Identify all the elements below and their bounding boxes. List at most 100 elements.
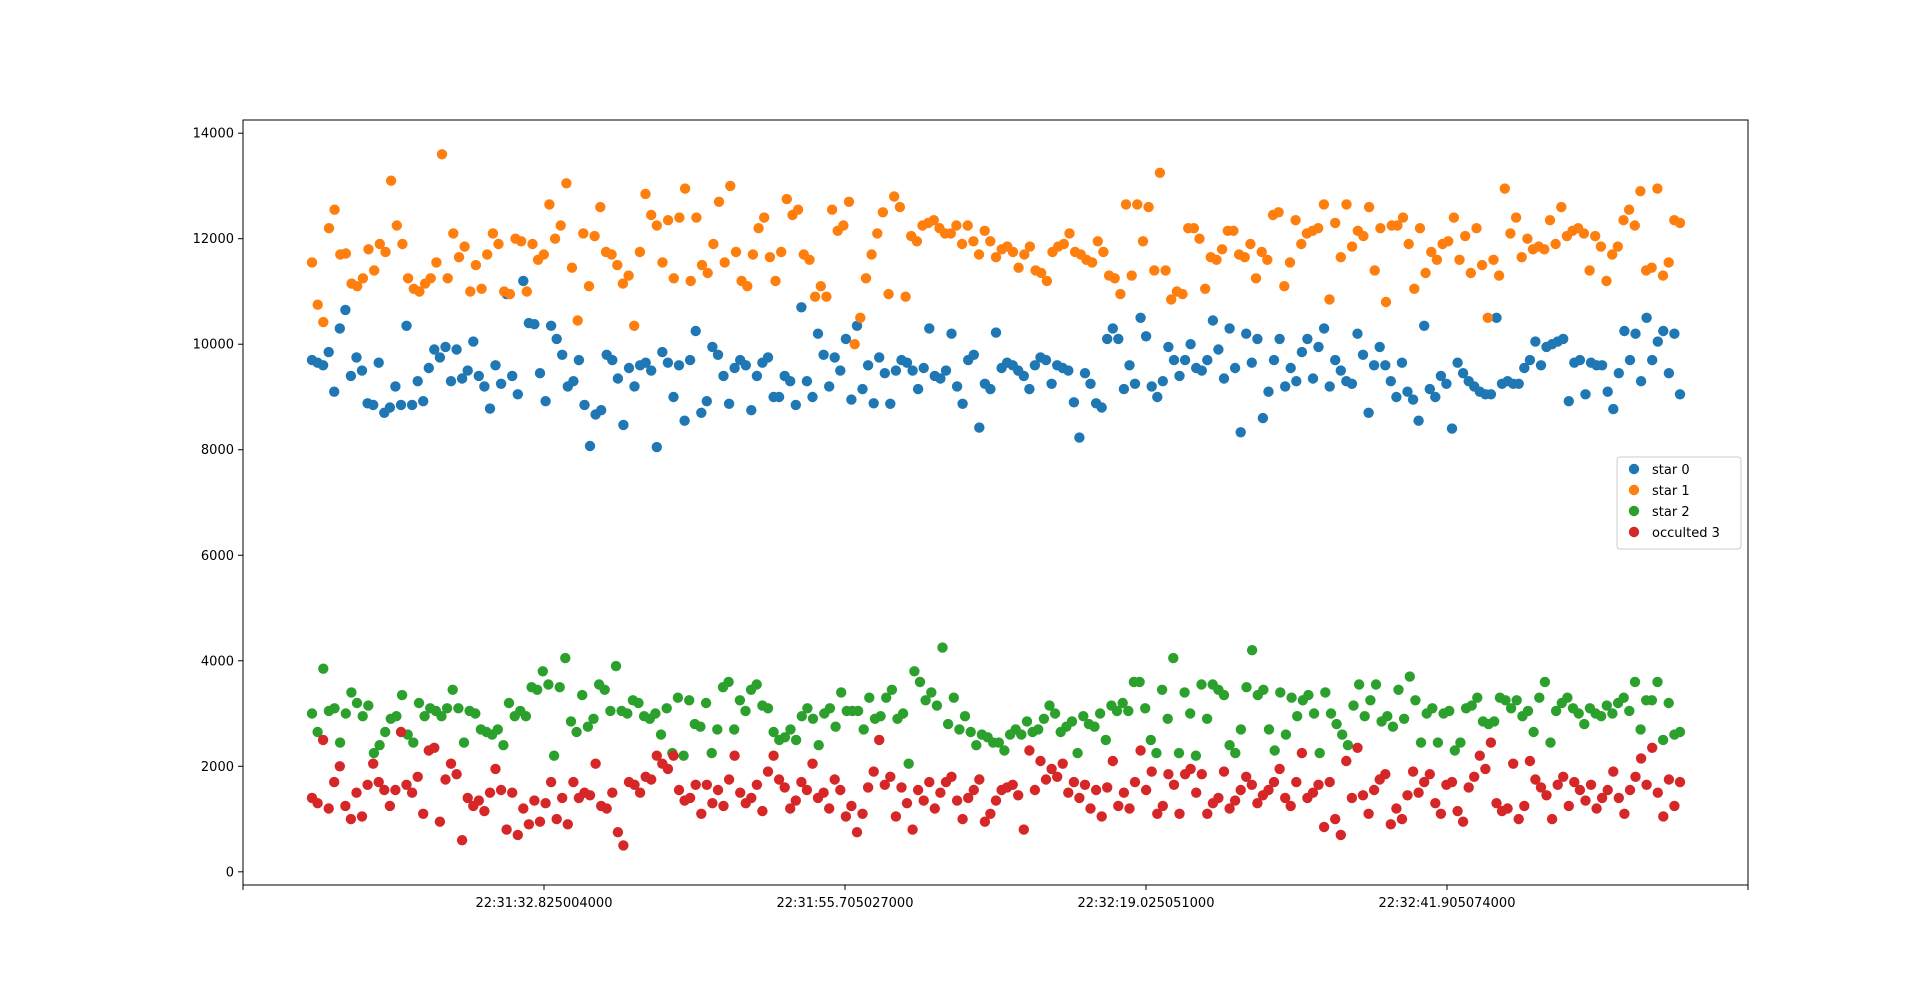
data-point [1185, 708, 1196, 719]
data-point [1657, 734, 1669, 746]
data-point [990, 795, 1002, 806]
data-point [1291, 776, 1302, 788]
data-point [802, 703, 813, 714]
data-point [610, 660, 622, 672]
data-point [896, 782, 907, 793]
data-point [1375, 223, 1386, 234]
data-point [1646, 695, 1658, 706]
data-point [818, 349, 829, 360]
data-point [1152, 391, 1163, 403]
data-point [926, 687, 937, 698]
data-point [408, 737, 419, 748]
data-point [956, 238, 968, 250]
data-point [1624, 784, 1636, 796]
data-point [1135, 312, 1146, 323]
data-point [781, 193, 792, 205]
data-point [829, 774, 840, 785]
data-point [1346, 241, 1358, 252]
data-point [1137, 236, 1149, 247]
data-point [946, 328, 957, 339]
data-point [673, 784, 685, 796]
data-point [363, 700, 374, 711]
data-point [1574, 354, 1586, 366]
data-point [459, 241, 470, 252]
data-point [1550, 238, 1561, 250]
data-point [1613, 792, 1625, 804]
data-point [503, 697, 515, 709]
data-point [582, 721, 594, 732]
data-point [1607, 708, 1618, 719]
data-point [412, 771, 423, 782]
data-point [352, 281, 363, 292]
data-point [1079, 779, 1091, 790]
data-point [812, 328, 824, 339]
data-point [458, 737, 470, 748]
data-point [1341, 755, 1352, 767]
data-point [578, 228, 589, 239]
data-point [612, 373, 624, 384]
data-point [924, 776, 935, 788]
data-point [674, 212, 685, 223]
data-point [1296, 238, 1307, 250]
data-point [551, 813, 562, 825]
data-point [537, 666, 548, 677]
data-point [436, 149, 448, 160]
data-point [911, 236, 923, 247]
data-point [1019, 249, 1030, 260]
data-point [429, 344, 440, 355]
data-point [1152, 808, 1163, 819]
data-point [1235, 724, 1247, 735]
data-point [1245, 238, 1256, 250]
data-point [484, 787, 496, 798]
data-point [317, 360, 329, 371]
data-point [397, 238, 408, 250]
data-point [562, 819, 573, 830]
data-point [965, 726, 976, 738]
data-point [1337, 729, 1348, 740]
plot-frame [242, 119, 1749, 886]
x-tick-label: 22:32:19.025051000 [1078, 896, 1215, 911]
data-point [1524, 354, 1536, 366]
data-point [1118, 787, 1130, 798]
data-point [1275, 687, 1286, 698]
data-point [538, 249, 549, 260]
data-point [1313, 779, 1324, 790]
data-point [662, 215, 674, 226]
data-point [696, 808, 707, 819]
data-point [456, 373, 468, 384]
data-point [1124, 360, 1135, 371]
data-point [1374, 341, 1385, 353]
data-point [668, 750, 679, 761]
data-point [323, 223, 335, 234]
data-point [345, 813, 357, 825]
data-point [391, 711, 402, 722]
data-point [901, 357, 913, 368]
data-point [1424, 769, 1436, 780]
data-point [963, 792, 974, 804]
data-point [557, 792, 568, 804]
data-point [807, 713, 819, 724]
data-point [374, 740, 385, 751]
data-point [633, 697, 644, 709]
data-point [1612, 241, 1624, 252]
data-point [1218, 373, 1230, 384]
data-point [1346, 792, 1358, 804]
data-point [1590, 230, 1601, 242]
data-point [792, 204, 804, 215]
data-point [1041, 275, 1053, 287]
data-point [1252, 798, 1263, 809]
data-point [529, 795, 540, 806]
data-point [629, 320, 640, 331]
data-point [1179, 687, 1190, 698]
data-point [1201, 713, 1213, 724]
data-point [1096, 402, 1107, 413]
data-point [1140, 784, 1152, 796]
data-point [1663, 368, 1675, 379]
data-point [1263, 724, 1275, 735]
data-point [1196, 679, 1207, 690]
data-point [385, 175, 397, 186]
legend-marker [1628, 484, 1640, 496]
data-point [1444, 705, 1455, 717]
data-point [1040, 774, 1052, 785]
data-point [1552, 779, 1563, 790]
